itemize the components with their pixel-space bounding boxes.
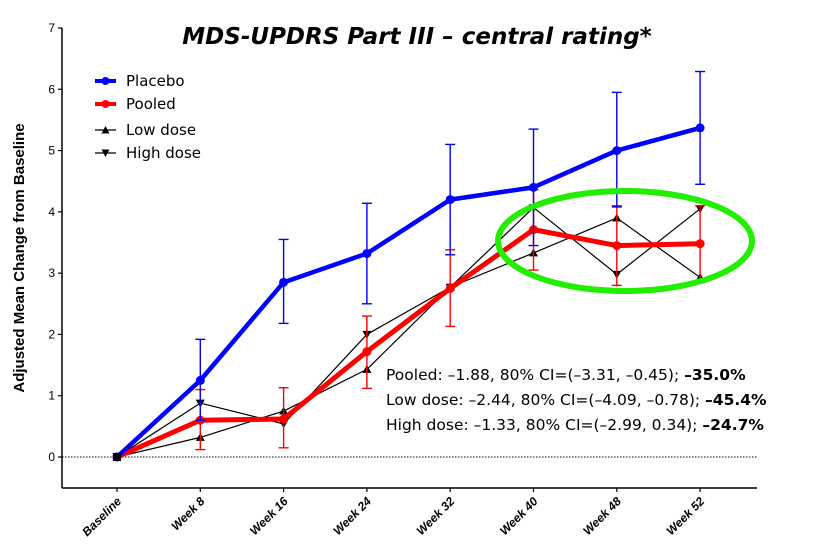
legend-marker-low-dose: [101, 126, 110, 134]
data-point-pooled: [612, 241, 622, 251]
legend-label-pooled: Pooled: [126, 95, 176, 113]
series-line-pooled: [115, 227, 701, 460]
legend-label-low-dose: Low dose: [126, 121, 196, 139]
x-tick-labels: Baseline Week 8 Week 16 Week 24 Week 32 Week …: [79, 494, 707, 539]
x-tick-label: Baseline: [79, 494, 124, 539]
data-point-placebo: [612, 146, 622, 156]
legend-item-high-dose: High dose: [95, 144, 201, 162]
data-point-placebo: [445, 195, 455, 205]
axes: [58, 27, 757, 492]
annotation-low-dose-text: Low dose: –2.44, 80% CI=(–4.09, –0.78);: [386, 391, 705, 409]
highlight-layer: [495, 188, 755, 294]
series-line-high-dose: [116, 206, 701, 458]
x-tick-label: Week 52: [664, 494, 708, 538]
series-layer: [112, 70, 706, 462]
y-tick-label: 7: [48, 21, 55, 35]
y-tick-label: 2: [48, 327, 55, 341]
legend-marker-pooled: [101, 100, 110, 108]
baseline-marker: [113, 453, 121, 461]
legend-label-high-dose: High dose: [126, 144, 201, 162]
highlight-ellipse: [495, 188, 755, 294]
y-tick-labels: 0 1 2 3 4 5 6 7: [48, 21, 55, 464]
annotation-pooled-text: Pooled: –1.88, 80% CI=(–3.31, –0.45);: [386, 366, 684, 384]
y-tick-label: 1: [48, 389, 55, 403]
x-tick-label: Week 40: [497, 494, 541, 538]
annotation-pooled: Pooled: –1.88, 80% CI=(–3.31, –0.45); –3…: [386, 366, 746, 384]
data-point-pooled: [445, 283, 455, 293]
series-line-low-dose: [116, 217, 701, 458]
y-tick-label: 4: [48, 205, 55, 219]
x-tick-label: Week 32: [414, 494, 458, 538]
x-tick-label: Week 8: [168, 494, 207, 533]
data-point-placebo: [695, 123, 705, 133]
legend-marker-placebo: [101, 77, 110, 85]
annotation-pooled-percent: –35.0%: [684, 366, 746, 384]
data-point-pooled: [279, 414, 289, 424]
annotation-high-dose-percent: –24.7%: [702, 416, 764, 434]
x-tick-label: Week 16: [247, 494, 291, 538]
y-tick-label: 6: [48, 82, 55, 96]
legend-item-low-dose: Low dose: [95, 121, 196, 139]
chart-title: MDS-UPDRS Part III – central rating*: [182, 24, 651, 50]
annotation-high-dose-text: High dose: –1.33, 80% CI=(–2.99, 0.34);: [386, 416, 702, 434]
data-point-pooled: [362, 347, 372, 357]
annotation-high-dose: High dose: –1.33, 80% CI=(–2.99, 0.34); …: [386, 416, 764, 434]
annotation-low-dose-percent: –45.4%: [705, 391, 767, 409]
legend: Placebo Pooled Low dose High dose: [95, 72, 201, 162]
series-line-placebo: [115, 125, 701, 459]
data-point-placebo: [195, 375, 205, 385]
data-point-placebo: [362, 249, 372, 259]
data-point-pooled: [695, 239, 705, 249]
y-tick-label: 0: [48, 450, 55, 464]
y-tick-label: 3: [48, 266, 55, 280]
legend-label-placebo: Placebo: [126, 72, 185, 90]
annotation-low-dose: Low dose: –2.44, 80% CI=(–4.09, –0.78); …: [386, 391, 767, 409]
data-point-placebo: [279, 277, 289, 287]
y-axis-label: Adjusted Mean Change from Baseline: [11, 123, 28, 392]
legend-item-pooled: Pooled: [95, 95, 176, 113]
x-tick-label: Week 48: [580, 494, 624, 538]
annotations: Pooled: –1.88, 80% CI=(–3.31, –0.45); –3…: [386, 366, 767, 434]
y-tick-label: 5: [48, 144, 55, 158]
legend-marker-high-dose: [101, 149, 110, 157]
legend-item-placebo: Placebo: [95, 72, 185, 90]
x-tick-label: Week 24: [330, 494, 374, 538]
data-point-placebo: [529, 182, 538, 192]
